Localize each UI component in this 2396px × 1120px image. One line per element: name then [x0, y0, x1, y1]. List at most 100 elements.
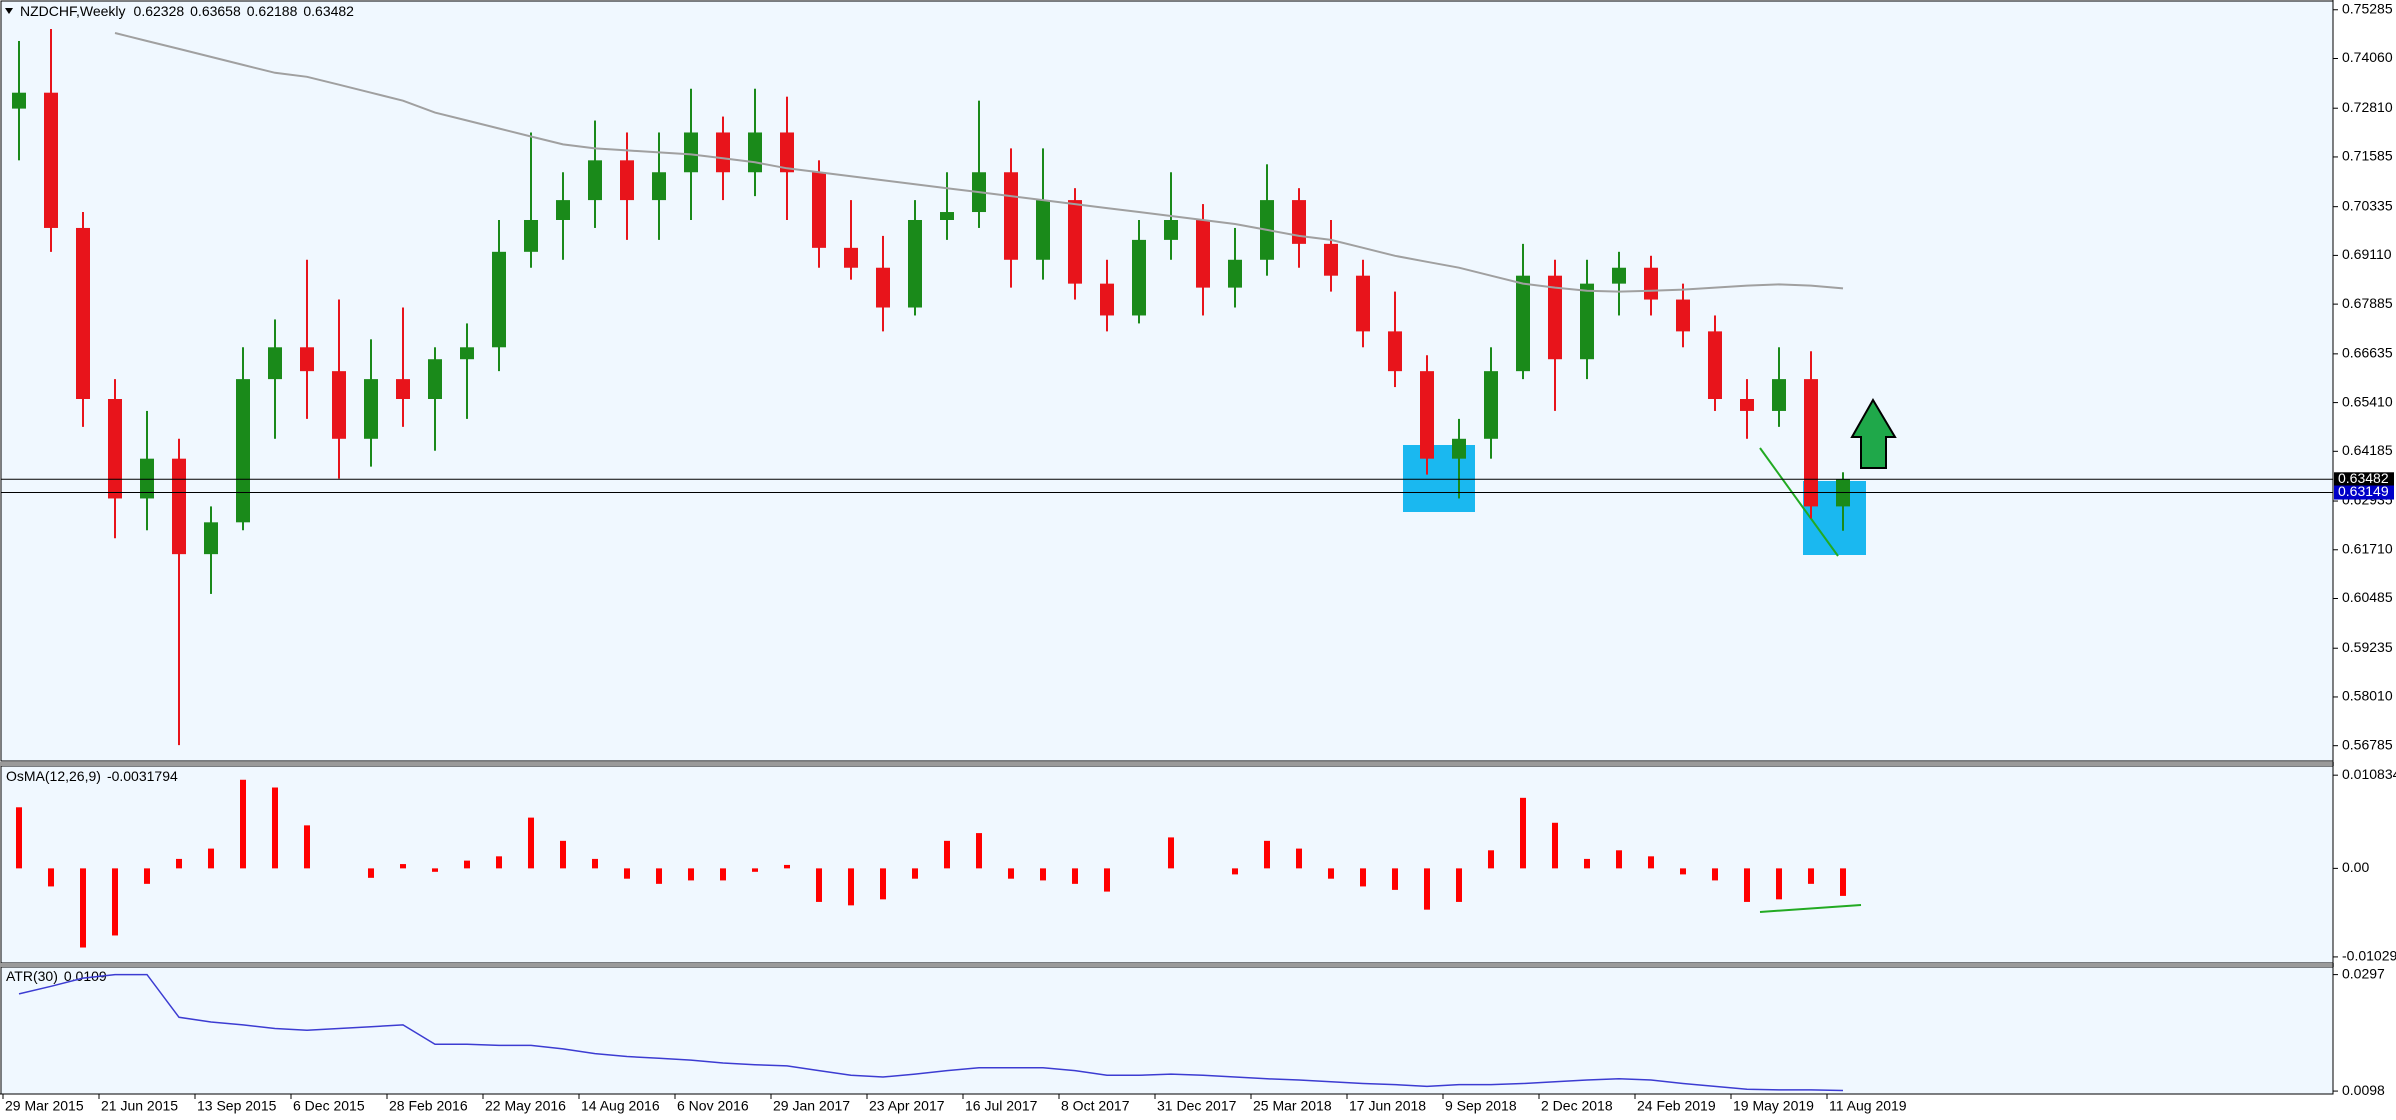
y-tick-label: 0.72810 [2342, 99, 2393, 115]
osma-bar [1840, 868, 1846, 896]
y-tick-label: 0.61710 [2342, 540, 2393, 556]
price-tag-label: 0.63482 [2338, 470, 2389, 486]
osma-bar [656, 868, 662, 884]
candle-body [396, 379, 410, 400]
y-tick-label: 0.00 [2342, 859, 2369, 875]
osma-bar [1040, 868, 1046, 881]
candle-body [556, 200, 570, 220]
x-tick-label: 11 Aug 2019 [1829, 1098, 1907, 1114]
candle-body [1548, 275, 1562, 360]
x-tick-label: 31 Dec 2017 [1157, 1098, 1237, 1114]
candle-body [108, 399, 122, 499]
x-tick-label: 9 Sep 2018 [1445, 1098, 1517, 1114]
candle-body [204, 522, 218, 555]
osma-bar [1072, 868, 1078, 884]
candle-body [1164, 219, 1178, 240]
candle-body [716, 132, 730, 173]
atr-panel [0, 966, 2334, 1095]
low-value: 0.62188 [247, 3, 298, 19]
osma-bar [176, 858, 182, 869]
candle-body [236, 379, 250, 523]
trend-line [1759, 904, 1862, 913]
candle-body [908, 219, 922, 308]
x-tick-label: 29 Jan 2017 [773, 1098, 850, 1114]
y-tick-label: 0.58010 [2342, 688, 2393, 704]
osma-bar [1520, 797, 1526, 869]
x-tick-label: 6 Dec 2015 [293, 1098, 365, 1114]
osma-bar [1168, 837, 1174, 869]
candle-body [652, 172, 666, 201]
x-tick-label: 21 Jun 2015 [101, 1098, 178, 1114]
candle-body [332, 371, 346, 439]
candle-body [1100, 283, 1114, 316]
candle-body [844, 247, 858, 268]
osma-bar [1648, 856, 1654, 869]
price-header: NZDCHF,Weekly 0.62328 0.63658 0.62188 0.6348… [20, 3, 354, 19]
candle-body [524, 219, 538, 252]
candle-body [940, 212, 954, 220]
candle-body [460, 347, 474, 360]
atr-header: ATR(30) 0.0109 [6, 968, 107, 984]
price-tag-label: 0.63149 [2338, 483, 2389, 499]
atr-title: ATR(30) [6, 968, 58, 984]
osma-bar [432, 868, 438, 872]
candle-body [1612, 267, 1626, 284]
x-tick-label: 22 May 2016 [485, 1098, 566, 1114]
osma-bar [1296, 848, 1302, 869]
candle-body [1484, 371, 1498, 439]
osma-value: -0.0031794 [107, 768, 178, 784]
y-tick-label: 0.67885 [2342, 295, 2393, 311]
candle-body [1068, 200, 1082, 284]
osma-bar [1392, 868, 1398, 890]
osma-bar [976, 833, 982, 869]
osma-panel [0, 765, 2334, 964]
open-value: 0.62328 [134, 3, 185, 19]
osma-bar [208, 848, 214, 869]
osma-bar [368, 868, 374, 878]
osma-bar [848, 868, 854, 906]
osma-bar [1744, 868, 1750, 902]
osma-bar [1424, 868, 1430, 910]
y-tick-label: 0.74060 [2342, 49, 2393, 65]
panel-separator [0, 762, 2334, 766]
candle-body [1452, 438, 1466, 459]
y-tick-label: 0.60485 [2342, 589, 2393, 605]
x-tick-label: 6 Nov 2016 [677, 1098, 749, 1114]
price-panel [0, 0, 2334, 762]
osma-bar [1328, 868, 1334, 879]
candle-body [172, 458, 186, 555]
y-tick-label: 0.65410 [2342, 393, 2393, 409]
osma-bar [624, 868, 630, 879]
osma-bar [1680, 868, 1686, 875]
osma-bar [464, 860, 470, 869]
y-tick-label: 0.69110 [2342, 246, 2392, 262]
menu-icon[interactable] [5, 8, 13, 14]
osma-bar [1552, 822, 1558, 869]
candle-body [1580, 283, 1594, 360]
osma-bar [304, 825, 310, 869]
osma-bar [944, 840, 950, 869]
candle-body [1228, 259, 1242, 288]
candle-body [1676, 299, 1690, 332]
osma-bar [784, 864, 790, 869]
x-tick-label: 16 Jul 2017 [965, 1098, 1038, 1114]
x-tick-label: 2 Dec 2018 [1541, 1098, 1613, 1114]
osma-title: OsMA(12,26,9) [6, 768, 101, 784]
osma-bar [16, 807, 22, 869]
candle-body [44, 92, 58, 228]
candle-body [1292, 200, 1306, 244]
osma-bar [400, 864, 406, 869]
candle-body [684, 132, 698, 173]
high-value: 0.63658 [190, 3, 241, 19]
x-tick-label: 25 Mar 2018 [1253, 1098, 1332, 1114]
candle-body [12, 92, 26, 109]
up-arrow [1850, 398, 1897, 469]
osma-bar [528, 817, 534, 869]
candle-body [300, 347, 314, 372]
osma-bar [688, 868, 694, 881]
osma-bar [240, 779, 246, 869]
osma-bar [720, 868, 726, 881]
x-tick-label: 14 Aug 2016 [581, 1098, 660, 1114]
y-tick-label: 0.71585 [2342, 148, 2393, 164]
